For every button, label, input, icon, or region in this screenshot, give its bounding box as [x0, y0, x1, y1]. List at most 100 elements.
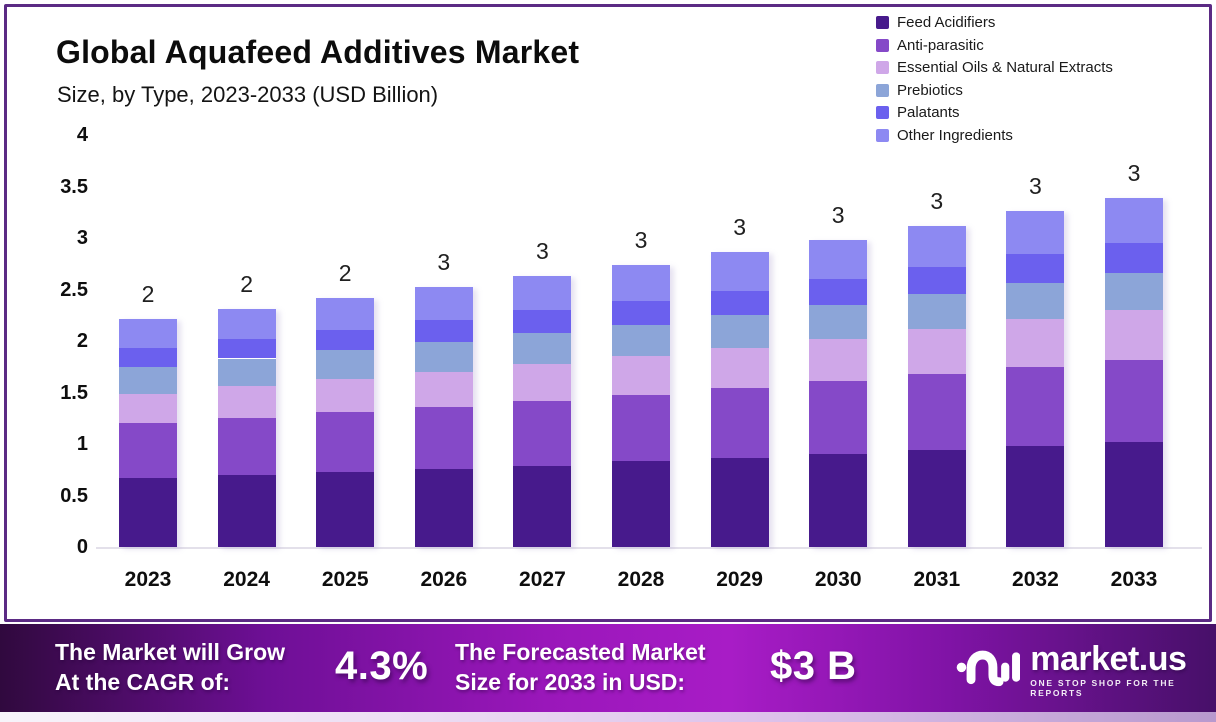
x-axis-tick-label: 2027 [519, 568, 566, 591]
legend-item: Anti-parasitic [876, 36, 1113, 55]
bar-segment [414, 287, 473, 321]
legend-label: Prebiotics [897, 81, 963, 99]
bar-segment [710, 252, 769, 291]
bar-segment [1105, 243, 1163, 273]
bar-segment [316, 412, 375, 472]
bar-2023 [119, 319, 177, 547]
forecast-caption-line2: Size for 2033 in USD: [455, 669, 686, 695]
bar-total-label: 3 [733, 214, 746, 241]
marketus-logo-icon [956, 650, 1021, 687]
bar-total-label: 3 [831, 202, 845, 229]
bar-segment [1105, 197, 1163, 244]
legend-swatch-icon [876, 16, 889, 29]
brand-tagline: ONE STOP SHOP FOR THE REPORTS [1030, 678, 1176, 698]
bar-segment [119, 423, 177, 478]
bar-segment [316, 329, 375, 351]
bar-segment [316, 471, 375, 547]
bar-segment [316, 379, 375, 413]
bar-segment [217, 358, 276, 387]
y-axis-tick-label: 3.5 [60, 175, 88, 198]
bar-segment [513, 276, 572, 311]
x-axis-tick-label: 2030 [814, 568, 862, 591]
bar-segment [316, 350, 375, 380]
bar-segment [217, 474, 276, 547]
x-axis-tick-label: 2024 [223, 568, 270, 591]
bar-segment [612, 394, 670, 462]
legend-label: Anti-parasitic [897, 36, 984, 54]
y-axis-tick-label: 0.5 [60, 484, 88, 507]
bar-segment [119, 393, 177, 424]
bar-2026 [414, 287, 473, 547]
legend: Feed Acidifiers Anti-parasitic Essential O… [876, 13, 1113, 145]
bar-total-label: 2 [338, 259, 352, 286]
x-axis-line [96, 547, 1202, 549]
bar-total-label: 2 [141, 281, 155, 308]
bar-2027 [513, 276, 572, 547]
forecast-caption: The Forecasted Market Size for 2033 in U… [455, 637, 706, 697]
bar-2024 [217, 309, 276, 547]
bar-segment [710, 388, 769, 459]
bar-segment [414, 468, 473, 547]
bar-segment [612, 324, 670, 357]
bar-2030 [809, 240, 868, 547]
legend-label: Palatants [897, 104, 960, 121]
legend-swatch-icon [876, 61, 889, 74]
bar-total-label: 3 [535, 238, 549, 265]
bar-2029 [710, 252, 769, 547]
bar-segment [217, 418, 276, 475]
brand-logo: market.us ONE STOP SHOP FOR THE REPORTS [956, 641, 1216, 698]
brand-text-block: market.us ONE STOP SHOP FOR THE REPORTS [1030, 641, 1216, 698]
bar-segment [119, 477, 177, 547]
bar-segment [119, 348, 177, 367]
bar-segment [809, 304, 868, 339]
forecast-caption-line1: The Forecasted Market [455, 639, 706, 665]
bar-segment [1006, 366, 1065, 447]
bar-segment [217, 338, 276, 359]
bar-segment [1105, 273, 1163, 311]
bar-segment [414, 320, 473, 343]
bar-segment [710, 315, 769, 349]
x-axis-tick-label: 2032 [1012, 568, 1059, 591]
legend-label: Other Ingredients [897, 126, 1013, 144]
legend-swatch-icon [876, 128, 889, 142]
banner-reflection-strip [0, 712, 1216, 722]
bar-segment [1006, 283, 1065, 320]
legend-swatch-icon [876, 106, 889, 119]
cagr-caption-line1: The Market will Grow [55, 639, 286, 665]
x-axis-tick-label: 2031 [913, 568, 961, 591]
legend-swatch-icon [876, 83, 889, 97]
bar-segment [513, 400, 572, 466]
bar-segment [612, 356, 670, 395]
bar-segment [414, 371, 473, 407]
bar-segment [710, 348, 769, 389]
legend-item: Prebiotics [876, 81, 1113, 100]
cagr-value: 4.3% [335, 644, 429, 688]
bar-total-label: 3 [1127, 159, 1141, 186]
bar-segment [907, 450, 966, 547]
bar-segment [907, 266, 966, 294]
bar-segment [612, 300, 670, 325]
chart-subtitle: Size, by Type, 2023-2033 (USD Billion) [57, 82, 439, 107]
bar-2025 [316, 297, 375, 547]
bar-segment [1105, 359, 1163, 442]
bar-segment [907, 225, 966, 267]
bar-segment [1105, 310, 1163, 360]
y-axis-tick-label: 3 [76, 227, 88, 249]
bar-segment [217, 386, 276, 419]
bar-segment [710, 290, 769, 316]
y-axis-tick-label: 2 [76, 330, 88, 352]
bar-2032 [1006, 211, 1065, 547]
x-axis-tick-label: 2023 [124, 568, 172, 591]
bar-segment [809, 381, 868, 455]
bar-segment [513, 465, 572, 547]
bar-segment [1006, 446, 1065, 547]
y-axis-tick-label: 4 [76, 124, 88, 146]
bar-segment [513, 310, 572, 333]
bar-segment [612, 461, 670, 547]
legend-swatch-icon [876, 38, 889, 52]
cagr-caption-line2: At the CAGR of: [55, 669, 231, 695]
bar-segment [907, 293, 966, 329]
bar-segment [414, 406, 473, 469]
bar-segment [809, 454, 868, 547]
